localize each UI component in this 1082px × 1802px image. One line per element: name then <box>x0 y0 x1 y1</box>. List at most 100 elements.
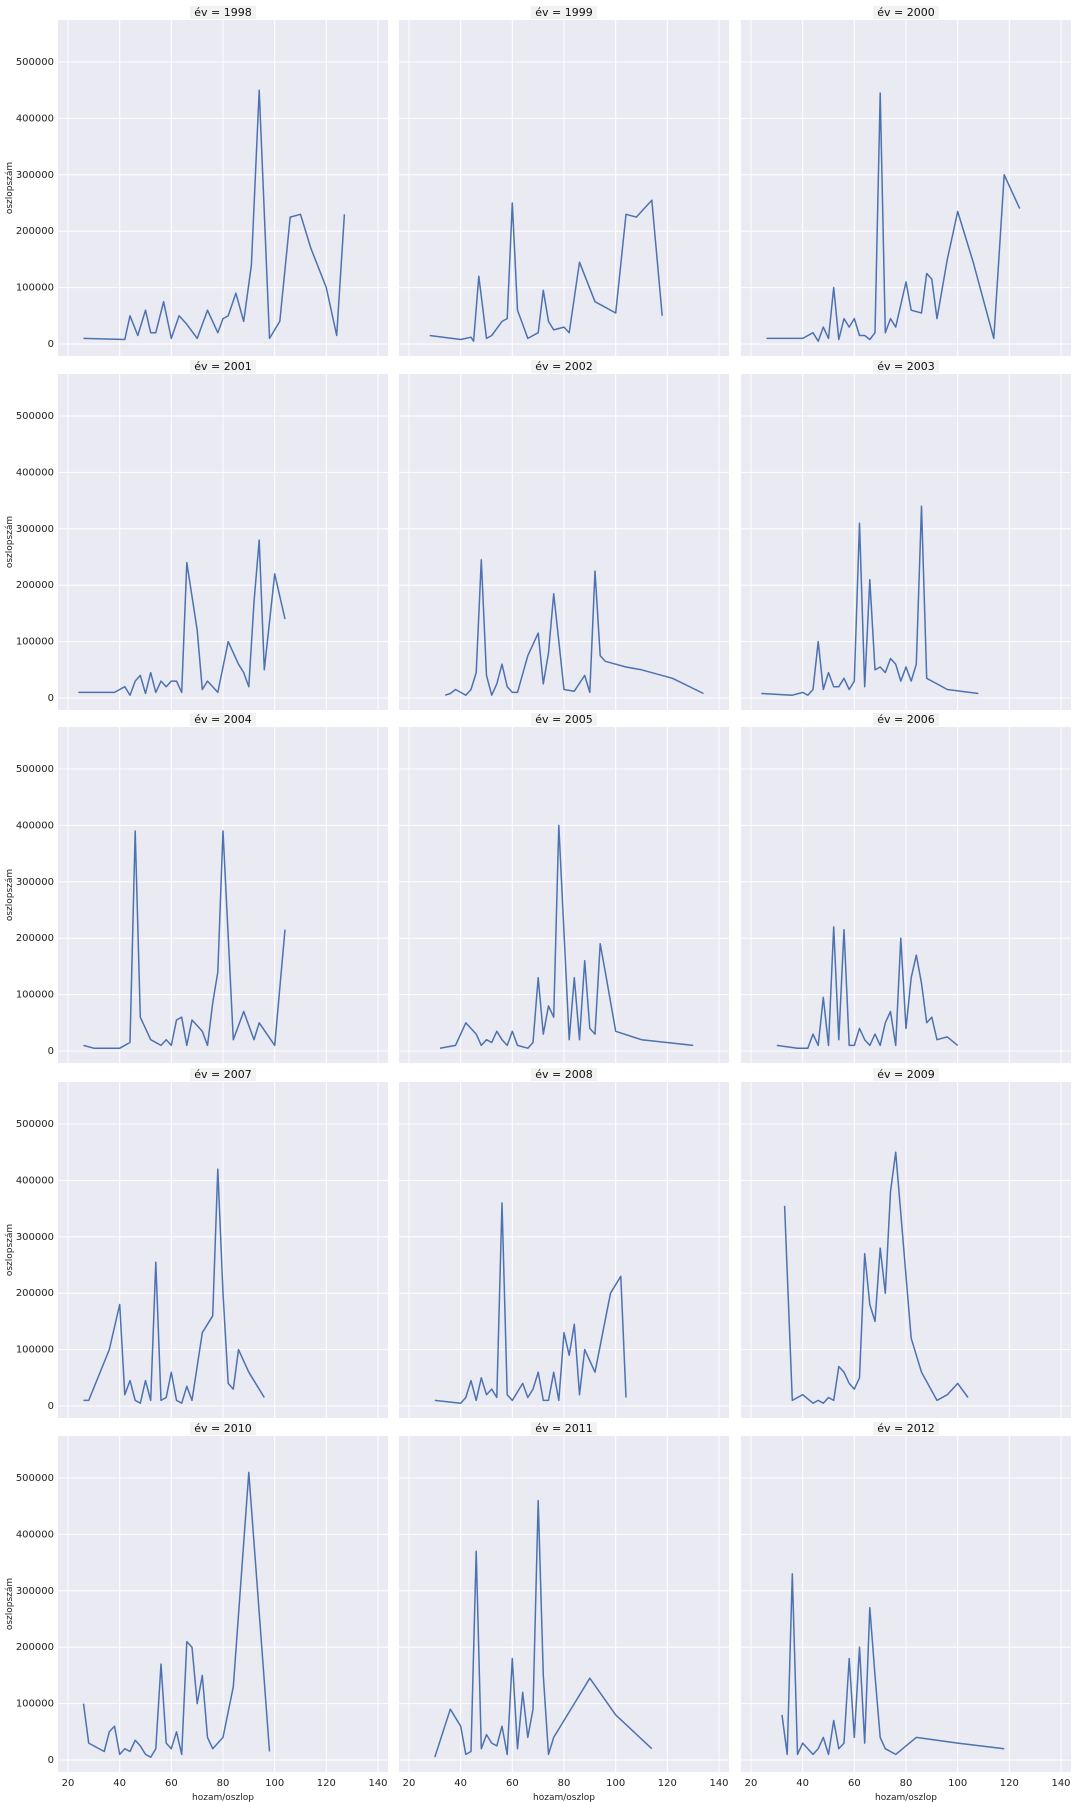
facet-title: év = 2001 <box>194 360 251 373</box>
x-tick-label: 40 <box>454 1778 467 1789</box>
y-tick-label: 300000 <box>16 170 54 181</box>
y-tick-label: 400000 <box>16 1175 54 1186</box>
series-line <box>766 92 1021 342</box>
facet-title: év = 2006 <box>877 713 934 726</box>
facet-title-background <box>873 1068 939 1081</box>
x-tick-label: 40 <box>796 1778 809 1789</box>
y-tick-label: 300000 <box>16 1586 54 1597</box>
series-line <box>434 1499 653 1758</box>
y-tick-label: 300000 <box>16 524 54 535</box>
y-tick-label: 500000 <box>16 764 54 775</box>
x-tick-label: 80 <box>217 1778 230 1789</box>
x-tick-label: 20 <box>403 1778 416 1789</box>
y-tick-label: 100000 <box>16 637 54 648</box>
y-tick-label: 200000 <box>16 1642 54 1653</box>
series-line <box>781 1573 1005 1756</box>
y-tick-label: 500000 <box>16 411 54 422</box>
facet-title: év = 2007 <box>194 1068 251 1081</box>
x-axis-label: hozam/oszlop <box>875 1793 937 1802</box>
y-tick-label: 200000 <box>16 580 54 591</box>
x-tick-label: 140 <box>709 1778 728 1789</box>
y-tick-label: 400000 <box>16 113 54 124</box>
x-tick-label: 80 <box>900 1778 913 1789</box>
facet-title-background <box>531 360 597 373</box>
x-tick-label: 100 <box>265 1778 284 1789</box>
facet-title-background <box>190 713 256 726</box>
x-tick-label: 60 <box>165 1778 178 1789</box>
y-tick-label: 200000 <box>16 933 54 944</box>
series-line <box>82 1471 271 1758</box>
y-tick-label: 0 <box>48 693 54 704</box>
facet-title: év = 2000 <box>877 6 934 19</box>
facet-title: év = 2010 <box>194 1422 251 1435</box>
y-tick-label: 400000 <box>16 1529 54 1540</box>
x-tick-label: 100 <box>948 1778 967 1789</box>
x-tick-label: 140 <box>368 1778 387 1789</box>
facet-title-background <box>190 1068 256 1081</box>
x-tick-label: 60 <box>506 1778 519 1789</box>
x-tick-label: 140 <box>1051 1778 1070 1789</box>
y-tick-label: 0 <box>48 1046 54 1057</box>
y-tick-label: 300000 <box>16 877 54 888</box>
facet-title: év = 2004 <box>194 713 251 726</box>
series-line <box>776 926 959 1049</box>
facet-title: év = 2008 <box>535 1068 592 1081</box>
series-line <box>444 559 704 696</box>
x-tick-label: 60 <box>848 1778 861 1789</box>
facet-title-background <box>873 1422 939 1435</box>
series-line <box>439 824 694 1049</box>
facet-title-background <box>531 6 597 19</box>
y-tick-label: 400000 <box>16 467 54 478</box>
y-tick-label: 100000 <box>16 283 54 294</box>
y-tick-label: 200000 <box>16 226 54 237</box>
x-tick-label: 40 <box>113 1778 126 1789</box>
facet-title: év = 2002 <box>535 360 592 373</box>
series-line <box>434 1202 627 1404</box>
y-tick-label: 0 <box>48 1401 54 1412</box>
facet-title-background <box>873 713 939 726</box>
facet-title-background <box>190 360 256 373</box>
y-tick-label: 500000 <box>16 57 54 68</box>
facet-title: év = 2009 <box>877 1068 934 1081</box>
series-line <box>761 505 979 696</box>
x-tick-label: 120 <box>1000 1778 1019 1789</box>
facet-title: év = 2003 <box>877 360 934 373</box>
y-tick-label: 300000 <box>16 1232 54 1243</box>
y-axis-label: oszlopszám <box>5 516 15 568</box>
series-line <box>78 539 286 696</box>
y-axis-label: oszlopszám <box>5 1224 15 1276</box>
facet-title: év = 1998 <box>194 6 251 19</box>
x-tick-label: 100 <box>606 1778 625 1789</box>
y-tick-label: 0 <box>48 1755 54 1766</box>
x-tick-label: 80 <box>558 1778 571 1789</box>
x-tick-label: 120 <box>317 1778 336 1789</box>
y-axis-label: oszlopszám <box>5 869 15 921</box>
x-tick-label: 120 <box>658 1778 677 1789</box>
facet-title-background <box>531 1068 597 1081</box>
series-line <box>429 199 663 342</box>
series-line <box>83 830 286 1049</box>
facet-title: év = 1999 <box>535 6 592 19</box>
x-axis-label: hozam/oszlop <box>192 1793 254 1802</box>
facet-title-background <box>190 1422 256 1435</box>
y-tick-label: 100000 <box>16 1345 54 1356</box>
y-axis-label: oszlopszám <box>5 162 15 214</box>
y-tick-label: 500000 <box>16 1119 54 1130</box>
y-tick-label: 500000 <box>16 1473 54 1484</box>
facet-title-background <box>190 6 256 19</box>
y-tick-label: 100000 <box>16 990 54 1001</box>
x-tick-label: 20 <box>62 1778 75 1789</box>
x-tick-label: 20 <box>745 1778 758 1789</box>
facet-title-background <box>531 1422 597 1435</box>
series-line <box>83 1168 265 1404</box>
y-axis-label: oszlopszám <box>5 1578 15 1630</box>
y-tick-label: 100000 <box>16 1699 54 1710</box>
facet-title-background <box>873 360 939 373</box>
y-tick-label: 400000 <box>16 820 54 831</box>
facet-title: év = 2012 <box>877 1422 934 1435</box>
y-tick-label: 200000 <box>16 1288 54 1299</box>
series-line <box>83 89 346 341</box>
x-axis-label: hozam/oszlop <box>533 1793 595 1802</box>
facet-title: év = 2011 <box>535 1422 592 1435</box>
